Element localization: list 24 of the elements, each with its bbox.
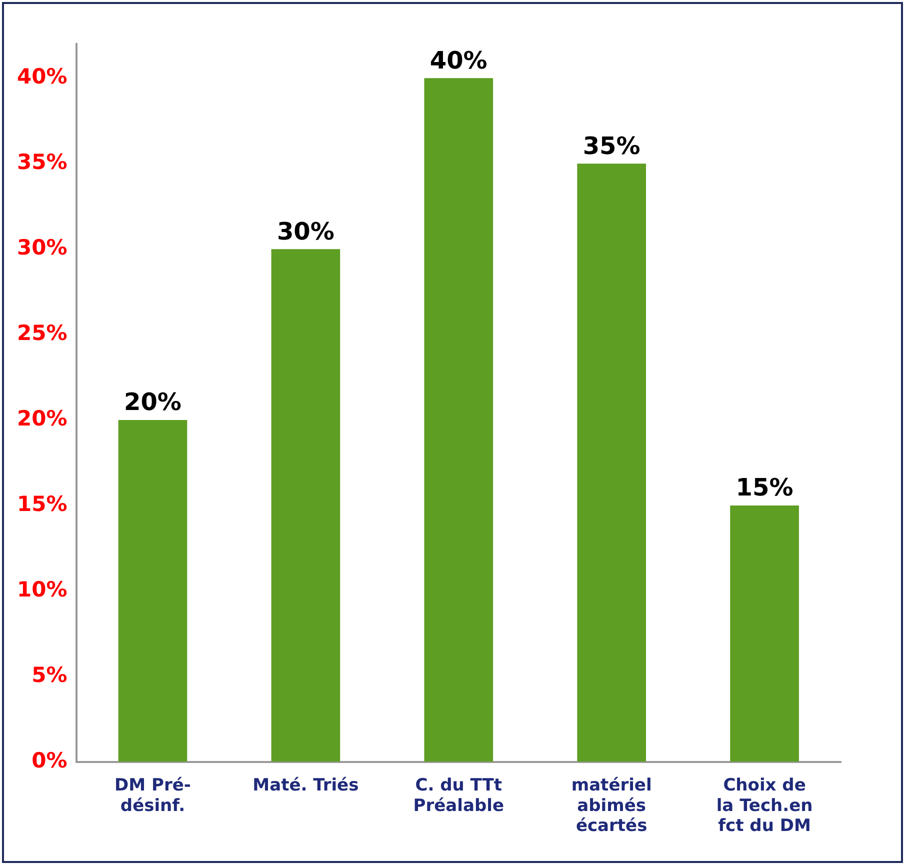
y-tick-label: 35% [17, 150, 68, 174]
data-label: 20% [124, 388, 182, 416]
data-label: 35% [582, 132, 640, 160]
y-tick-label: 15% [17, 492, 68, 516]
bar [271, 249, 340, 762]
bar [577, 164, 646, 762]
y-tick-label: 5% [32, 662, 68, 687]
x-tick-label: DM Pré- désinf. [114, 775, 191, 816]
x-tick-label: C. du TTt Préalable [413, 775, 504, 816]
data-label: 15% [736, 474, 794, 502]
x-tick-label: Maté. Triés [252, 775, 359, 796]
data-label: 30% [276, 217, 334, 246]
y-tick-label: 10% [17, 577, 68, 602]
y-tick-label: 0% [32, 748, 68, 772]
x-tick-label: Choix de la Tech.en fct du DM [716, 775, 813, 836]
y-tick-label: 40% [17, 64, 68, 89]
y-tick-label: 30% [17, 236, 68, 260]
bar [730, 505, 799, 762]
bar [118, 420, 188, 762]
x-tick-label: matériel abimés écartés [571, 775, 652, 836]
y-tick-label: 25% [17, 320, 68, 345]
data-label: 40% [430, 46, 488, 74]
bar [424, 78, 494, 762]
y-tick-label: 20% [17, 406, 68, 430]
